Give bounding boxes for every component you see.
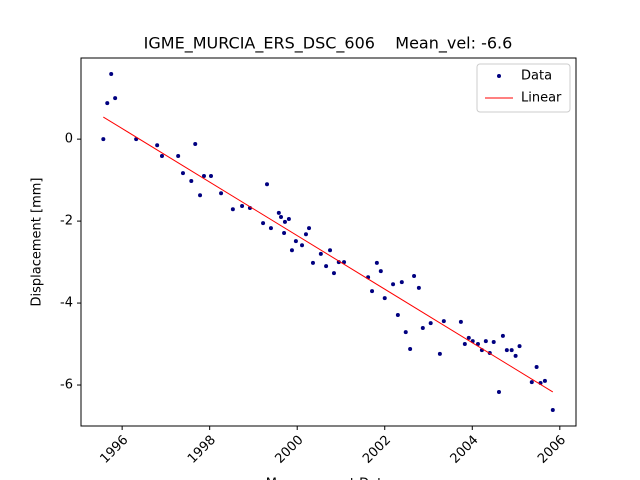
- data-point: [193, 142, 198, 147]
- data-point: [201, 174, 206, 179]
- y-tick-label: -6: [60, 378, 73, 393]
- data-point: [504, 348, 509, 353]
- data-point: [496, 389, 501, 394]
- data-point: [230, 207, 235, 212]
- data-point: [370, 289, 375, 294]
- legend-marker: [497, 74, 501, 78]
- data-point: [208, 174, 213, 179]
- data-point: [336, 260, 341, 265]
- data-point: [289, 248, 294, 253]
- data-point: [318, 251, 323, 256]
- data-point: [286, 217, 291, 222]
- data-point: [261, 221, 266, 226]
- data-point: [391, 282, 396, 287]
- data-point: [198, 193, 203, 198]
- data-point: [466, 335, 471, 340]
- data-point: [509, 348, 514, 353]
- data-point: [529, 380, 534, 385]
- data-point: [331, 271, 336, 276]
- data-point: [324, 264, 329, 269]
- y-tick-label: -2: [60, 214, 73, 229]
- trend-line: [103, 116, 554, 393]
- data-point: [500, 333, 505, 338]
- data-point: [513, 353, 518, 358]
- data-point: [180, 171, 185, 176]
- data-point: [109, 71, 114, 76]
- data-point: [517, 344, 522, 349]
- data-point: [403, 330, 408, 335]
- data-point: [416, 285, 421, 290]
- data-point: [399, 280, 404, 285]
- data-point: [300, 243, 305, 248]
- data-point: [412, 274, 417, 279]
- data-point: [176, 153, 181, 158]
- data-point: [279, 215, 284, 220]
- data-point: [550, 408, 555, 413]
- data-point: [437, 351, 442, 356]
- data-point: [282, 230, 287, 235]
- data-point: [268, 226, 273, 231]
- y-tick-label: 0: [65, 132, 73, 147]
- data-point: [462, 342, 467, 347]
- data-point: [483, 339, 488, 344]
- data-point: [458, 319, 463, 324]
- legend-label: Linear: [521, 91, 562, 106]
- data-point: [159, 153, 164, 158]
- y-axis-label: Displacement [mm]: [30, 178, 45, 307]
- data-point: [155, 143, 160, 148]
- data-point: [101, 137, 106, 142]
- data-point: [534, 364, 539, 369]
- data-point: [293, 239, 298, 244]
- legend-label: Data: [521, 69, 552, 84]
- data-point: [328, 248, 333, 253]
- data-point: [240, 203, 245, 208]
- plot-frame: [80, 57, 577, 427]
- data-point: [441, 319, 446, 324]
- data-point: [408, 346, 413, 351]
- data-point: [428, 321, 433, 326]
- data-point: [395, 312, 400, 317]
- chart-title: IGME_MURCIA_ERS_DSC_606 Mean_vel: -6.6: [144, 34, 513, 54]
- y-tick-label: -4: [60, 296, 73, 311]
- x-axis-label: Measurement Date: [266, 477, 390, 480]
- data-point: [491, 339, 496, 344]
- data-point: [382, 296, 387, 301]
- data-point: [276, 210, 281, 215]
- data-point: [219, 191, 224, 196]
- data-point: [105, 101, 110, 106]
- data-point: [265, 182, 270, 187]
- data-point: [307, 226, 312, 231]
- data-point: [310, 260, 315, 265]
- data-point: [303, 232, 308, 237]
- data-point: [189, 178, 194, 183]
- data-point: [113, 96, 118, 101]
- data-point: [542, 378, 547, 383]
- data-point: [282, 219, 287, 224]
- data-point: [420, 326, 425, 331]
- data-point: [374, 260, 379, 265]
- data-point: [378, 269, 383, 274]
